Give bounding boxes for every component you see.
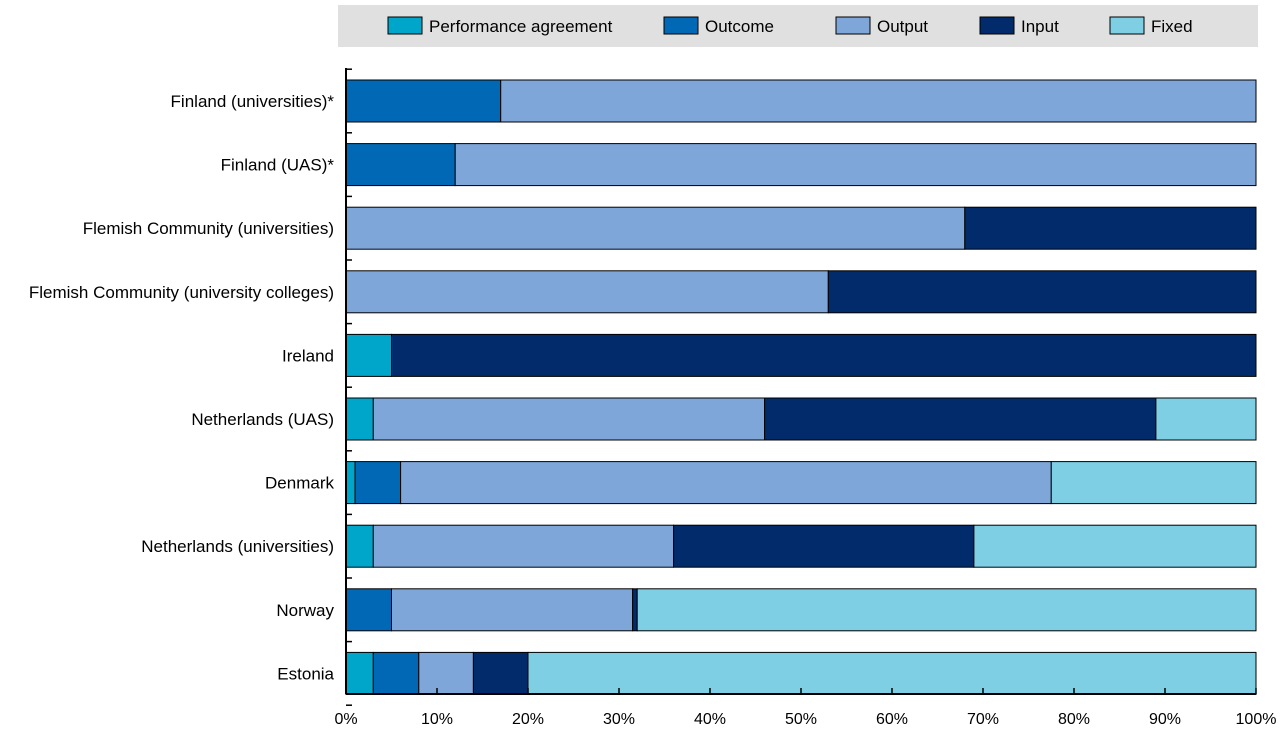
bar-segment: [632, 588, 638, 632]
x-tick-label: 80%: [1058, 711, 1090, 728]
bar-segment: [345, 397, 374, 441]
category-label: Netherlands (UAS): [191, 410, 334, 429]
x-tick-label: 30%: [603, 711, 635, 728]
x-tick-label: 40%: [694, 711, 726, 728]
category-label: Flemish Community (universities): [83, 219, 334, 238]
category-label: Flemish Community (university colleges): [29, 283, 334, 302]
bar-segment: [400, 461, 1052, 505]
x-tick-label: 70%: [967, 711, 999, 728]
bar-segment: [1050, 461, 1257, 505]
category-label: Finland (universities)*: [171, 92, 335, 111]
x-tick-label: 60%: [876, 711, 908, 728]
category-label: Estonia: [277, 664, 334, 683]
legend-label: Output: [877, 17, 928, 36]
legend-swatch: [1109, 16, 1145, 35]
x-tick-label: 100%: [1236, 711, 1277, 728]
legend-label: Fixed: [1151, 17, 1193, 36]
bar-segment: [345, 79, 502, 123]
bar-segment: [391, 333, 1257, 377]
legend-swatch: [979, 16, 1015, 35]
legend-panel: [338, 5, 1258, 47]
legend-swatch: [387, 16, 423, 35]
legend-swatch: [835, 16, 871, 35]
bar-segment: [454, 143, 1257, 187]
bar-segment: [964, 206, 1257, 250]
x-tick-label: 20%: [512, 711, 544, 728]
bar-segment: [345, 524, 374, 568]
bar-segment: [1155, 397, 1257, 441]
category-label: Finland (UAS)*: [221, 156, 335, 175]
bar-segment: [973, 524, 1257, 568]
bar-segment: [372, 524, 675, 568]
category-label: Norway: [276, 601, 334, 620]
x-tick-label: 10%: [421, 711, 453, 728]
bar-segment: [345, 651, 374, 695]
bar-segment: [472, 651, 529, 695]
category-label: Denmark: [265, 474, 334, 493]
bar-segment: [527, 651, 1257, 695]
bar-segment: [673, 524, 975, 568]
category-label: Ireland: [282, 346, 334, 365]
bar-segment: [354, 461, 402, 505]
bar-segment: [827, 270, 1257, 314]
bar-segment: [636, 588, 1257, 632]
legend-label: Input: [1021, 17, 1059, 36]
bar-segment: [500, 79, 1257, 123]
x-tick-label: 50%: [785, 711, 817, 728]
bar-segment: [345, 206, 966, 250]
legend-label: Outcome: [705, 17, 774, 36]
legend-swatch: [663, 16, 699, 35]
bar-segment: [345, 143, 456, 187]
bar-segment: [345, 588, 392, 632]
bar-segment: [345, 461, 356, 505]
category-label: Netherlands (universities): [141, 537, 334, 556]
x-tick-label: 90%: [1149, 711, 1181, 728]
bar-segment: [345, 333, 392, 377]
x-tick-label: 0%: [334, 711, 357, 728]
bar-segment: [764, 397, 1157, 441]
bar-segment: [345, 270, 829, 314]
bar-segment: [418, 651, 474, 695]
legend-label: Performance agreement: [429, 17, 613, 36]
bar-segment: [391, 588, 634, 632]
bar-segment: [372, 651, 420, 695]
bar-segment: [372, 397, 766, 441]
